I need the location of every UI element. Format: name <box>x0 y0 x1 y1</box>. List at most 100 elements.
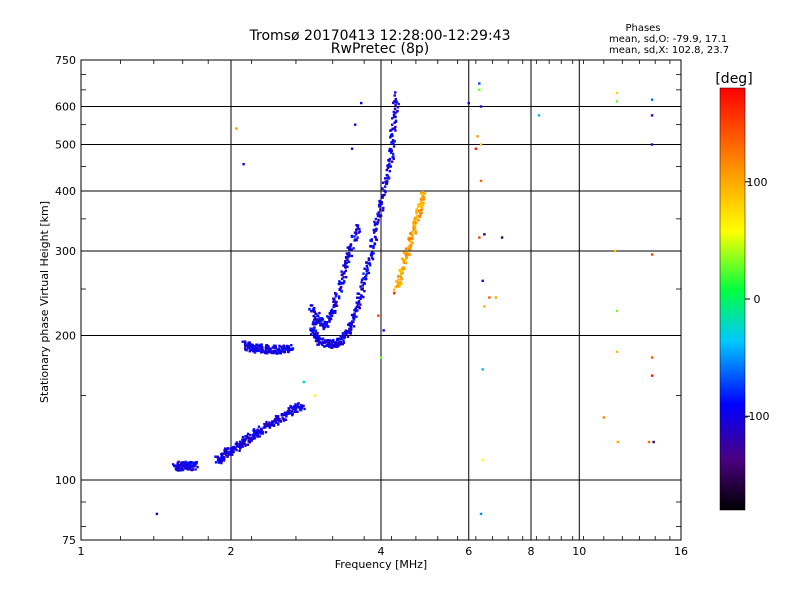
echo-point <box>374 217 378 221</box>
echo-point <box>364 274 368 277</box>
echo-point <box>339 340 343 344</box>
echo-point <box>344 264 347 267</box>
echo-point <box>340 281 344 285</box>
echo-point <box>315 312 318 316</box>
echo-point <box>341 336 344 339</box>
echo-point <box>418 202 422 206</box>
echo-point <box>249 346 252 349</box>
echo-point <box>244 435 247 438</box>
echo-point <box>647 440 651 444</box>
echo-point <box>385 168 388 172</box>
echo-point <box>363 289 366 293</box>
echo-point <box>341 342 344 345</box>
echo-point <box>474 147 478 150</box>
echo-point <box>334 295 338 298</box>
echo-point <box>252 428 256 431</box>
echo-point <box>347 255 350 259</box>
y-tick-label: 750 <box>55 54 76 67</box>
axis-ticks: 1 2 4 6 8 10 16 75 100 200 300 400 500 600 750 <box>55 54 688 558</box>
echo-point <box>241 340 244 343</box>
echo-point <box>228 453 231 456</box>
echo-point <box>335 293 338 296</box>
echo-point <box>333 299 336 303</box>
echo-point <box>235 441 239 444</box>
echo-point <box>330 344 333 347</box>
echo-point <box>184 463 187 466</box>
echo-point <box>333 305 337 308</box>
echo-point <box>328 311 332 315</box>
echo-point <box>398 281 401 284</box>
echo-point <box>174 467 178 470</box>
echo-point <box>337 337 340 341</box>
echo-point <box>330 346 333 349</box>
echo-point <box>216 456 220 459</box>
echo-point <box>323 320 326 324</box>
echo-point <box>292 405 296 408</box>
echo-point <box>194 463 197 467</box>
echo-point <box>404 258 407 261</box>
echo-point <box>415 212 418 215</box>
echo-point <box>184 464 187 468</box>
echo-point <box>256 433 260 436</box>
echo-point <box>365 277 368 281</box>
echo-point <box>420 205 424 209</box>
echo-point <box>650 114 654 117</box>
echo-point <box>312 306 316 310</box>
echo-point <box>178 466 181 470</box>
echo-point <box>265 423 268 426</box>
echo-point <box>371 257 375 261</box>
echo-point <box>361 284 365 287</box>
echo-point <box>650 143 654 146</box>
echo-point <box>220 457 224 460</box>
echo-point <box>395 100 399 103</box>
echo-point <box>317 319 321 322</box>
echo-point <box>256 434 259 437</box>
echo-point <box>241 445 244 448</box>
echo-point <box>358 296 362 299</box>
echo-point <box>372 252 375 255</box>
echo-point <box>243 340 247 343</box>
echo-point <box>391 139 395 142</box>
echo-point <box>391 127 394 130</box>
echo-point <box>386 166 390 170</box>
echo-point <box>240 443 243 446</box>
echo-point <box>412 228 415 232</box>
echo-point <box>281 417 284 420</box>
echo-point <box>615 350 619 353</box>
echo-point <box>223 451 227 455</box>
echo-point <box>383 193 386 197</box>
echo-point <box>391 117 394 120</box>
echo-point <box>229 451 233 454</box>
echo-point <box>294 405 297 409</box>
echo-point <box>315 340 319 343</box>
echo-point <box>389 151 393 154</box>
echo-point <box>650 253 654 256</box>
echo-point <box>180 462 184 465</box>
echo-point <box>362 281 366 285</box>
echo-point <box>411 235 414 238</box>
echo-point <box>359 297 362 300</box>
y-tick-label: 200 <box>55 330 76 343</box>
colorbar-tick-label: 0 <box>754 293 761 306</box>
echo-point <box>383 189 386 192</box>
echo-point <box>260 428 263 431</box>
echo-point <box>481 368 484 371</box>
echo-point <box>276 416 280 420</box>
echo-point <box>421 194 424 197</box>
echo-point <box>373 220 376 224</box>
echo-point <box>362 295 365 299</box>
echo-point <box>338 281 342 284</box>
echo-point <box>274 421 278 424</box>
phases-box-x-mode: mean, sd,X: 102.8, 23.7 <box>609 45 729 56</box>
data-points <box>155 82 655 516</box>
echo-point <box>345 252 349 255</box>
echo-point <box>241 440 244 443</box>
echo-point <box>378 201 382 204</box>
echo-point <box>414 230 417 233</box>
echo-point <box>367 262 370 265</box>
echo-point <box>175 468 178 472</box>
echo-point <box>214 455 217 458</box>
echo-point <box>256 429 259 432</box>
echo-point <box>252 434 256 438</box>
echo-point <box>287 347 291 351</box>
